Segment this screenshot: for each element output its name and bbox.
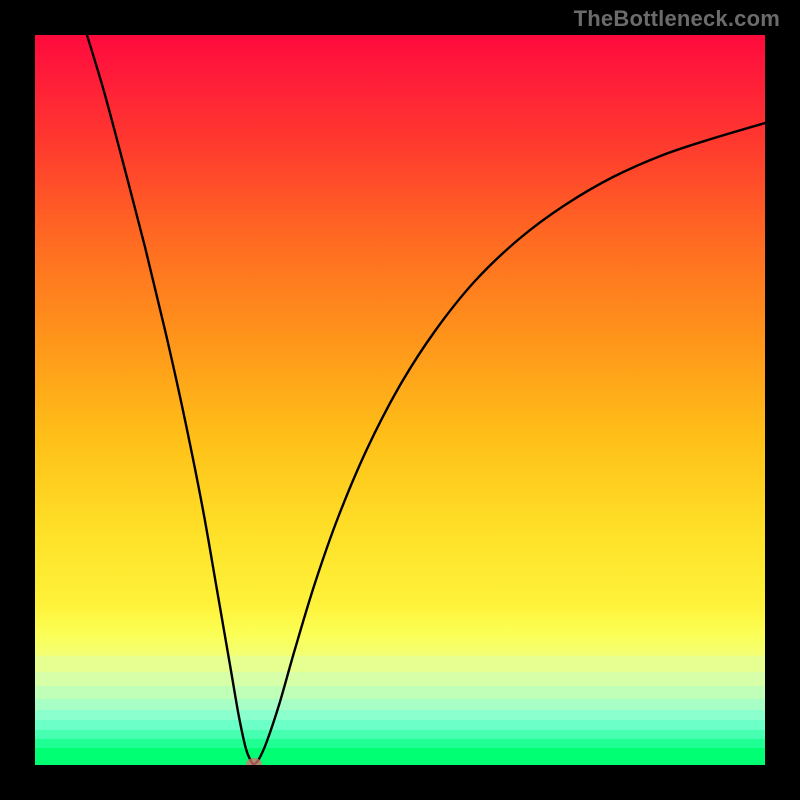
curve-path <box>87 35 765 764</box>
plot-area <box>35 35 765 765</box>
watermark-label: TheBottleneck.com <box>574 6 780 31</box>
watermark-text: TheBottleneck.com <box>574 6 780 32</box>
bottleneck-curve <box>35 35 765 765</box>
